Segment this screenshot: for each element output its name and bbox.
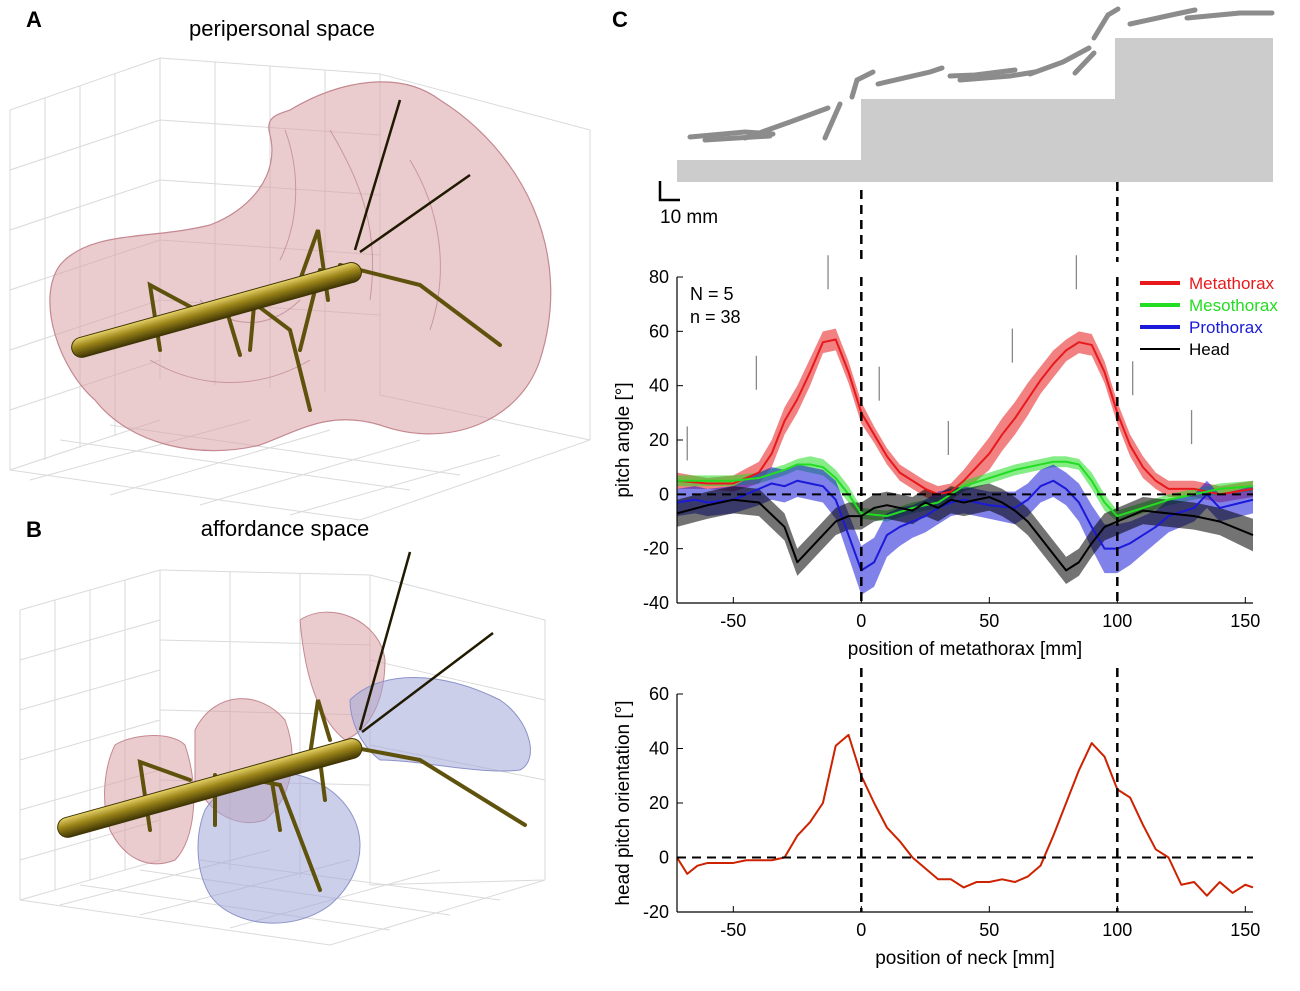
peripersonal-surface-folds — [149, 129, 441, 383]
prothorax-line — [676, 479, 1254, 572]
stair-schematic: 10 mm — [658, 6, 1275, 228]
panel-c: C 10 mm — [612, 6, 1278, 969]
error-bands — [677, 328, 1253, 595]
axes — [676, 276, 1253, 604]
scale-bar — [658, 181, 680, 202]
x-axis-label: position of neck [mm] — [875, 948, 1055, 969]
scale-bar-label: 10 mm — [660, 207, 718, 228]
x-tick-label: -50 — [720, 611, 746, 631]
y-tick-label: 80 — [649, 267, 669, 287]
y-tick-label: 0 — [659, 484, 669, 504]
y-tick-label: 20 — [649, 793, 669, 813]
y-tick-label: 0 — [659, 848, 669, 868]
head-pitch-chart: -50 0 50 100 150 -20 0 20 40 60 position of neck … — [613, 668, 1260, 969]
prothorax-error-band — [677, 464, 1253, 595]
y-tick-label: -20 — [643, 902, 669, 922]
reference-lines — [677, 668, 1253, 912]
y-tick-label: 40 — [649, 376, 669, 396]
panel-a: A peripersonal space — [9, 7, 591, 521]
x-axis-label: position of metathorax [mm] — [848, 639, 1082, 660]
tick-labels: -50 0 50 100 150 -20 0 20 40 60 — [643, 684, 1260, 940]
x-tick-label: 100 — [1102, 611, 1132, 631]
x-tick-label: -50 — [720, 920, 746, 940]
pitch-angle-chart: -50 0 50 100 150 -40 -20 0 20 40 60 80 position of … — [613, 255, 1278, 660]
panel-c-letter: C — [612, 7, 628, 32]
x-tick-label: 150 — [1230, 611, 1260, 631]
y-tick-label: 40 — [649, 739, 669, 759]
y-axis-label: head pitch orientation [°] — [613, 700, 634, 905]
metathorax-line — [676, 338, 1254, 496]
stick-insect-b — [57, 551, 527, 892]
y-tick-label: -40 — [643, 593, 669, 613]
y-tick-label: 60 — [649, 684, 669, 704]
axes — [676, 693, 1253, 913]
step-markers — [686, 255, 1193, 461]
reference-lines — [677, 277, 1253, 603]
y-axis-label: pitch angle [°] — [613, 382, 634, 497]
stairs — [677, 38, 1273, 182]
panel-b-letter: B — [26, 517, 42, 542]
annotation-n-animals: N = 5 — [690, 284, 734, 304]
legend: Metathorax Mesothorax Prothorax Head — [1140, 274, 1278, 359]
x-tick-label: 0 — [856, 920, 866, 940]
tick-labels: -50 0 50 100 150 -40 -20 0 20 40 60 80 — [643, 267, 1260, 631]
series-lines — [676, 733, 1254, 897]
panel-a-title: peripersonal space — [189, 16, 375, 41]
x-tick-label: 50 — [979, 611, 999, 631]
insect-outlines — [687, 6, 1275, 143]
y-tick-label: -20 — [643, 539, 669, 559]
head-error-band — [677, 483, 1253, 584]
x-tick-label: 100 — [1102, 920, 1132, 940]
mesothorax-line — [677, 460, 1254, 518]
x-tick-label: 50 — [979, 920, 999, 940]
head-legend-label: Head — [1189, 340, 1230, 359]
stick-insect-a — [71, 99, 502, 412]
head-pitch-line — [676, 733, 1254, 897]
x-tick-label: 150 — [1230, 920, 1260, 940]
annotation-n-trials: n = 38 — [690, 307, 741, 327]
long-dashed-lines — [860, 182, 1119, 262]
panel-b: B affordance space — [19, 516, 546, 946]
panel-a-letter: A — [26, 7, 42, 32]
mesothorax-legend-label: Mesothorax — [1189, 296, 1278, 315]
y-tick-label: 60 — [649, 321, 669, 341]
metathorax-legend-label: Metathorax — [1189, 274, 1275, 293]
panel-b-title: affordance space — [201, 516, 369, 541]
x-tick-label: 0 — [856, 611, 866, 631]
prothorax-legend-label: Prothorax — [1189, 318, 1263, 337]
y-tick-label: 20 — [649, 430, 669, 450]
peripersonal-volume — [49, 81, 552, 452]
